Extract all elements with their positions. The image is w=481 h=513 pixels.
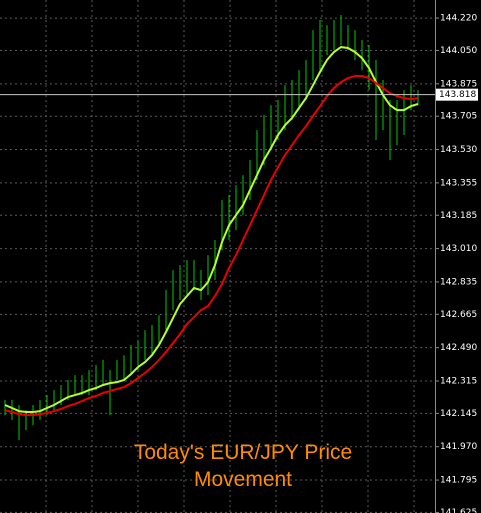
moving-average-line: [4, 46, 419, 413]
y-tick-label: 144.220: [440, 14, 477, 24]
moving-average-line: [4, 75, 419, 417]
y-tick-label: 143.705: [440, 112, 477, 122]
y-tick-label: 144.050: [440, 46, 477, 56]
chart-title: Today's EUR/JPY Price: [134, 441, 352, 464]
y-tick-label: 143.355: [440, 178, 477, 188]
y-tick-label: 141.625: [440, 508, 477, 513]
current-price-label: 143.818: [439, 90, 476, 100]
y-tick-label: 142.665: [440, 310, 477, 320]
y-tick-label: 141.970: [440, 442, 477, 452]
y-tick-label: 143.010: [440, 244, 477, 254]
y-tick-label: 141.795: [440, 476, 477, 486]
y-tick-label: 142.490: [440, 343, 477, 353]
y-tick-label: 142.145: [440, 409, 477, 419]
y-tick-label: 143.530: [440, 145, 477, 155]
y-tick-label: 143.185: [440, 211, 477, 221]
current-price-box: [436, 88, 478, 101]
y-tick-label: 143.875: [440, 79, 477, 89]
y-tick-label: 142.315: [440, 376, 477, 386]
chart-title: Movement: [194, 468, 292, 491]
y-tick-label: 142.835: [440, 277, 477, 287]
